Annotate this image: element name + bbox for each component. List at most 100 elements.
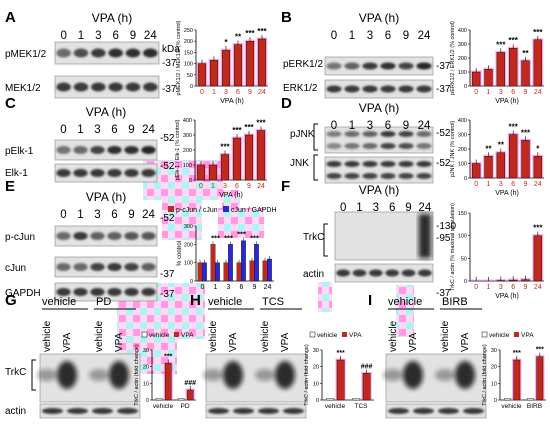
bar-A-1 [209,60,219,87]
band-D-pJNK-1 [416,131,432,137]
band-F-actin [352,269,367,277]
bar-G-VPA-PD [186,389,194,401]
time-point-F-9: 9 [405,202,411,214]
lane-label-H-3: VPA [280,332,291,352]
lane-label-G-3: VPA [114,332,125,352]
band-H-TrkC-3 [275,361,295,389]
significance-I-0: *** [513,350,521,357]
band-B-ERK [362,85,378,93]
band-B-pERK [398,62,414,70]
band-G-actin [92,408,113,414]
gel-B-pERK [324,56,434,76]
band-E-pcJun [90,232,105,240]
gel-B-ERK [324,79,434,99]
significance-C-4: *** [244,123,254,132]
band-D-pJNK-1 [362,131,378,137]
x-tick-F-3: 3 [499,284,503,291]
gel-label-actin-F: actin [303,269,324,280]
y-tick-label-8: 30 [491,348,497,354]
gel-E-pcJun [54,225,158,247]
y-tick-label-1: 100 [458,70,467,76]
gel-label-cJun: cJun [5,263,26,274]
gel-label-actin-G: actin [5,406,26,417]
bar-C-6 [232,137,242,181]
bar-G-vehicle-PD [177,398,185,401]
x-tick-E-3: 3 [227,284,231,291]
legend-swatch-vpa-I [514,332,519,337]
lane-label-G-0: vehicle [42,320,53,352]
band-B-pERK [380,62,396,70]
y-tick-label-5: 0 [464,279,467,285]
band-G-TrkC-1 [57,361,77,389]
significance-C-2: *** [220,143,230,152]
gel-label-pcJun: p-cJun [5,232,35,243]
band-I-TrkC-3 [455,361,475,389]
x-tick-D-24: 24 [534,181,542,188]
x-tick-A-6: 6 [236,89,240,96]
band-B-ERK [344,85,360,93]
y-tick-label-3: 100 [458,162,467,168]
bar-I-VPA-vehicle [513,359,521,401]
bar-I-vehicle-BIRB [526,398,534,401]
y-axis-label-D: pJNK / JNK (% control) [450,121,456,178]
gel-D-pJNK [324,126,434,154]
band-A-MEK [56,82,71,92]
glitch-artifact [222,190,240,210]
significance-I-1: *** [536,347,544,354]
bar-C-0 [196,164,206,181]
x-tick-D-1: 1 [487,181,491,188]
significance-E-2: *** [224,233,233,242]
y-axis-label-I: TrkC / actin (fold change) [482,344,488,406]
band-E-GAPDH [141,288,156,296]
panel-label-C: C [5,95,16,112]
x-tick-C-6: 6 [235,183,239,190]
lane-label-I-2: vehicle [440,320,451,352]
gel-D-JNK [324,156,434,184]
band-I-TrkC-1 [403,361,423,389]
y-tick-label-8: 0 [494,398,497,404]
x-tick-E-1: 1 [214,284,218,291]
gel-H-actin [205,403,307,419]
y-tick-label-3: 200 [458,147,467,153]
band-C-pElk [90,146,105,154]
band-E-GAPDH [90,288,105,296]
legend-label-cJun: cJun / GAPDH [231,207,277,214]
time-point-B-3: 3 [367,30,373,42]
x-tick-I-vehicle: vehicle [501,403,522,410]
y-axis-label-H: TrkC / actin (fold change) [304,344,310,406]
gel-label-Elk: Elk-1 [5,168,28,179]
time-point-E-3: 3 [94,209,100,221]
y-tick-label-1: 200 [458,56,467,62]
band-A-pMEK [73,48,89,58]
legend-label-vehicle-H: vehicle [317,332,338,339]
significance-B-5: *** [533,28,543,37]
gel-label-GAPDH: GAPDH [5,288,41,299]
x-tick-A-24: 24 [258,89,266,96]
time-point-E-6: 6 [111,209,117,221]
y-tick-label-5: 50 [461,256,467,262]
bar-E-cJun-0 [202,262,207,282]
significance-F-5: *** [533,224,543,233]
y-tick-label-6: 30 [143,348,149,354]
time-point-C-1: 1 [77,124,83,136]
significance-C-3: *** [232,126,242,135]
band-B-pERK [326,62,342,70]
treatment-G-1: PD [96,296,111,308]
x-axis-label-B: VPA (h) [495,98,519,105]
time-point-E-1: 1 [77,209,83,221]
y-tick-label-3: 0 [464,176,467,182]
time-point-B-1: 1 [349,30,355,42]
bar-B-9 [521,60,530,87]
bar-C-24 [256,130,266,181]
band-C-Elk [56,169,71,177]
y-tick-label-6: 20 [143,365,149,371]
band-D-JNK-1 [344,161,360,167]
band-B-pERK [416,62,432,70]
bar-A-9 [245,41,255,87]
band-E-GAPDH [73,288,88,296]
y-tick-label-7: 30 [313,348,319,354]
band-A-pMEK [56,48,71,58]
significance-B-3: *** [508,36,518,45]
bar-G-VPA-vehicle [164,363,172,401]
gel-label-TrkC-G: TrkC [5,367,26,378]
